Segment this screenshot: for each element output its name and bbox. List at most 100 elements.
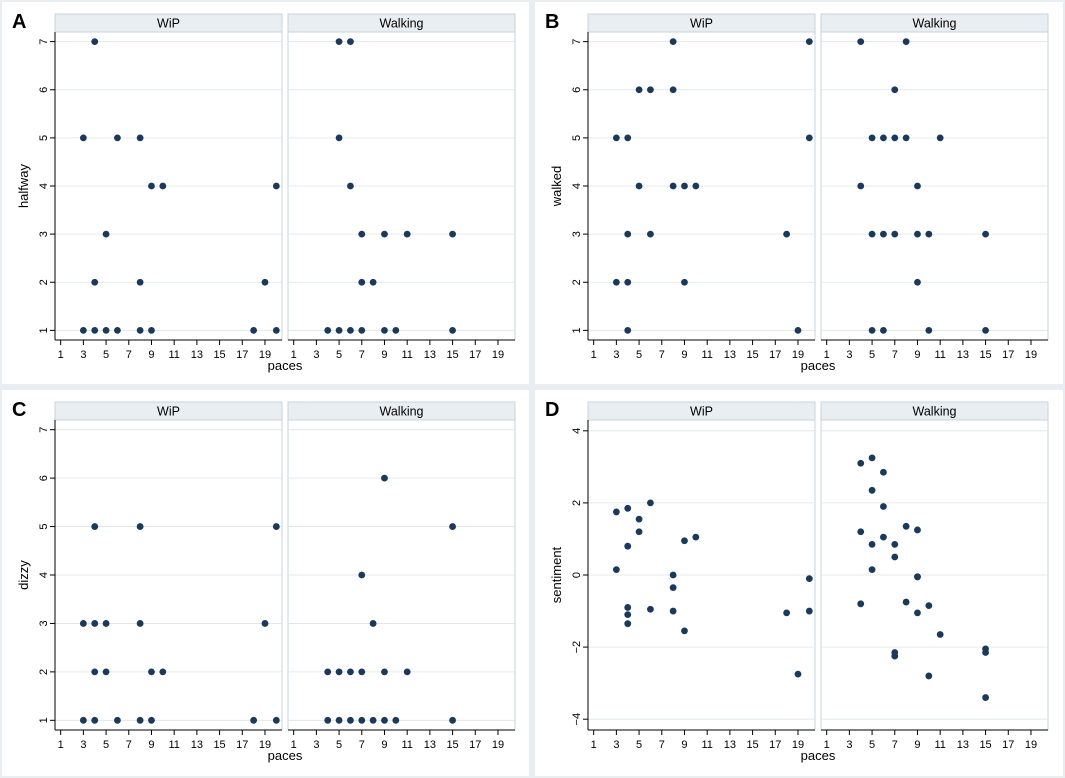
data-point xyxy=(936,631,944,638)
x-tick-label: 7 xyxy=(892,739,898,751)
x-tick-label: 13 xyxy=(191,739,203,751)
x-tick-label: 15 xyxy=(979,739,991,751)
data-point xyxy=(669,584,677,592)
x-tick-label: 19 xyxy=(259,349,271,361)
data-point xyxy=(891,86,899,94)
data-point xyxy=(612,278,620,286)
x-tick-label: 15 xyxy=(979,349,991,361)
data-point xyxy=(624,611,632,619)
data-point xyxy=(102,230,110,238)
data-point xyxy=(925,602,933,610)
x-tick-label: 7 xyxy=(659,739,665,751)
data-point xyxy=(91,523,99,530)
data-point xyxy=(91,620,99,627)
data-point xyxy=(857,459,865,467)
data-point xyxy=(805,575,813,583)
data-point xyxy=(392,326,400,334)
data-point xyxy=(880,326,887,334)
data-point xyxy=(347,716,354,724)
x-tick-label: 11 xyxy=(401,739,412,751)
x-tick-label: 13 xyxy=(724,739,736,751)
data-point xyxy=(681,182,688,190)
data-point xyxy=(148,668,155,676)
data-point xyxy=(136,716,144,724)
x-tick-label: 17 xyxy=(769,739,781,751)
data-point xyxy=(902,522,910,530)
data-point xyxy=(925,230,933,238)
facet-title: Walking xyxy=(380,405,424,419)
data-point xyxy=(335,326,343,334)
x-tick-label: 3 xyxy=(313,349,319,361)
data-point xyxy=(880,230,887,238)
data-point xyxy=(159,182,167,190)
panel-letter: C xyxy=(12,399,26,421)
y-tick-label: 2 xyxy=(571,500,583,506)
data-point xyxy=(381,668,388,676)
data-point xyxy=(324,668,332,676)
data-point xyxy=(857,182,865,190)
facet-title: WiP xyxy=(690,405,713,419)
data-point xyxy=(868,454,876,462)
data-point xyxy=(79,620,87,627)
data-point xyxy=(891,230,899,238)
data-point xyxy=(91,326,99,334)
data-point xyxy=(624,542,632,550)
data-point xyxy=(272,523,280,530)
x-tick-label: 15 xyxy=(213,349,225,361)
y-axis-title: walked xyxy=(549,166,564,207)
data-point xyxy=(102,326,110,334)
data-point xyxy=(335,38,343,46)
x-tick-label: 11 xyxy=(701,349,712,361)
x-tick-label: 15 xyxy=(746,349,758,361)
y-tick-label: 4 xyxy=(38,572,50,578)
x-tick-label: 9 xyxy=(381,739,387,751)
y-tick-label: 3 xyxy=(38,231,50,237)
x-tick-label: 9 xyxy=(148,739,154,751)
x-axis-title: paces xyxy=(801,748,836,763)
y-tick-label: 7 xyxy=(571,39,583,45)
data-point xyxy=(902,38,910,46)
data-point xyxy=(612,566,620,573)
y-axis-title: dizzy xyxy=(16,560,31,590)
data-point xyxy=(358,668,366,676)
x-tick-label: 19 xyxy=(1025,739,1037,751)
data-point xyxy=(880,533,887,541)
data-point xyxy=(324,716,332,724)
data-point xyxy=(880,468,887,476)
y-tick-label: 7 xyxy=(38,39,50,45)
x-axis-title: paces xyxy=(268,358,303,373)
x-tick-label: 17 xyxy=(1002,349,1014,361)
y-tick-label: 5 xyxy=(571,135,583,141)
y-tick-label: 3 xyxy=(571,231,583,237)
data-point xyxy=(148,716,155,724)
data-point xyxy=(624,278,632,286)
data-point xyxy=(891,652,899,660)
data-point xyxy=(250,716,258,724)
data-point xyxy=(114,134,121,142)
y-tick-label: 4 xyxy=(571,183,583,189)
data-point xyxy=(692,533,700,541)
panel-letter: D xyxy=(545,399,559,421)
data-point xyxy=(914,573,921,581)
data-point xyxy=(868,326,876,334)
data-point xyxy=(136,523,144,530)
data-point xyxy=(347,326,354,334)
data-point xyxy=(335,668,343,676)
x-tick-label: 5 xyxy=(636,349,642,361)
data-point xyxy=(868,566,876,573)
x-tick-label: 13 xyxy=(424,349,436,361)
x-tick-label: 5 xyxy=(636,739,642,751)
y-tick-label: 6 xyxy=(571,87,583,93)
x-tick-label: 1 xyxy=(291,349,297,361)
facet-title: Walking xyxy=(913,405,957,419)
x-tick-label: 13 xyxy=(957,739,969,751)
data-point xyxy=(647,230,654,238)
data-point xyxy=(805,38,813,46)
y-axis-title: sentiment xyxy=(549,546,564,603)
